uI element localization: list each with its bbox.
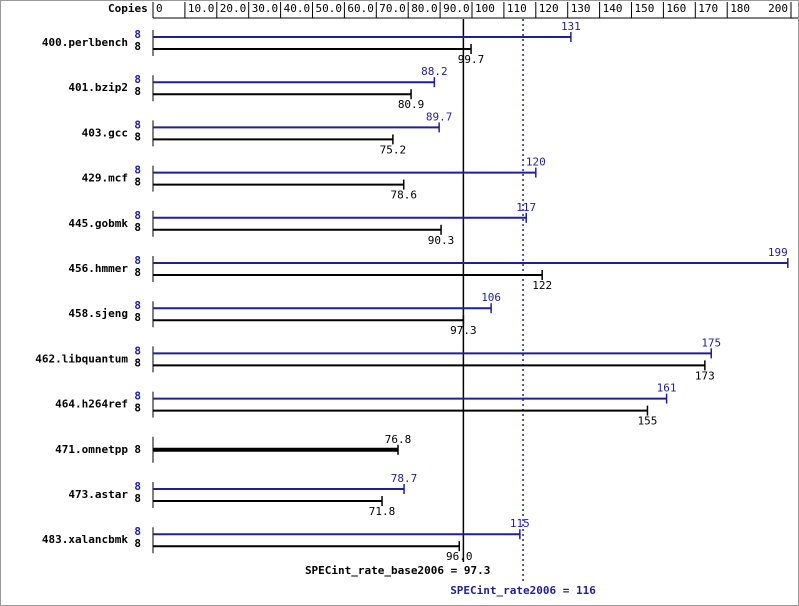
x-tick-label: 60.0: [347, 2, 374, 15]
copies: 8: [134, 266, 141, 279]
x-tick-label: 120: [539, 2, 559, 15]
benchmark-name: 464.h264ref: [55, 398, 128, 411]
x-tick-label: 30.0: [252, 2, 279, 15]
benchmark-name: 445.gobmk: [68, 217, 128, 230]
value-label: 71.8: [369, 505, 396, 518]
benchmark-name: 400.perlbench: [42, 36, 128, 49]
copies: 8: [134, 130, 141, 143]
copies: 8: [134, 254, 141, 267]
copies: 8: [134, 402, 141, 415]
copies: 8: [134, 344, 141, 357]
value-label: 89.7: [426, 110, 453, 123]
copies: 8: [134, 390, 141, 403]
value-label: 75.2: [380, 143, 407, 156]
value-label: 76.8: [385, 433, 412, 446]
value-label: 96.0: [446, 550, 473, 563]
x-tick-label: 0: [156, 2, 163, 15]
value-label: 78.6: [390, 189, 417, 202]
value-label: 175: [701, 336, 721, 349]
benchmark-name: 473.astar: [68, 488, 128, 501]
value-label: 106: [481, 291, 501, 304]
benchmark-name: 458.sjeng: [68, 307, 128, 320]
benchmark-name: 456.hmmer: [68, 262, 128, 275]
value-label: 90.3: [428, 234, 455, 247]
copies: 8: [134, 85, 141, 98]
copies: 8: [134, 525, 141, 538]
copies: 8: [134, 443, 141, 456]
copies: 8: [134, 492, 141, 505]
copies: 8: [134, 480, 141, 493]
copies: 8: [134, 221, 141, 234]
benchmark-name: 471.omnetpp: [55, 443, 128, 456]
x-tick-label: 150: [635, 2, 655, 15]
x-tick-label: 40.0: [284, 2, 311, 15]
x-tick-label: 100: [475, 2, 495, 15]
copies: 8: [134, 209, 141, 222]
x-tick-label: 140: [603, 2, 623, 15]
copies: 8: [134, 73, 141, 86]
copies: 8: [134, 28, 141, 41]
x-tick-label: 200: [768, 2, 788, 15]
x-tick-label: 170: [698, 2, 718, 15]
benchmark-name: 429.mcf: [82, 172, 128, 185]
value-label: 88.2: [421, 65, 448, 78]
value-label: 122: [532, 279, 552, 292]
value-label: 161: [657, 382, 677, 395]
x-tick-label: 160: [666, 2, 686, 15]
x-tick-label: 130: [571, 2, 591, 15]
value-label: 199: [768, 246, 788, 259]
x-tick-label: 110: [507, 2, 527, 15]
benchmark-name: 403.gcc: [82, 126, 128, 139]
value-label: 99.7: [458, 53, 485, 66]
x-tick-label: 10.0: [188, 2, 215, 15]
x-tick-label: 180: [730, 2, 750, 15]
copies: 8: [134, 311, 141, 324]
benchmark-name: 483.xalancbmk: [42, 533, 128, 546]
value-label: 173: [695, 369, 715, 382]
value-label: 78.7: [391, 472, 418, 485]
reference-label: SPECint_rate_base2006 = 97.3: [305, 564, 490, 577]
benchmark-name: 401.bzip2: [68, 81, 128, 94]
value-label: 80.9: [398, 98, 425, 111]
copies: 8: [134, 537, 141, 550]
x-tick-label: 20.0: [220, 2, 247, 15]
copies: 8: [134, 299, 141, 312]
x-tick-label: 50.0: [316, 2, 343, 15]
reference-label: SPECint_rate2006 = 116: [450, 584, 596, 597]
copies: 8: [134, 176, 141, 189]
value-label: 115: [510, 517, 530, 530]
value-label: 131: [561, 20, 581, 33]
copies: 8: [134, 40, 141, 53]
copies: 8: [134, 164, 141, 177]
value-label: 120: [526, 156, 546, 169]
value-label: 155: [638, 415, 658, 428]
value-label: 97.3: [450, 324, 477, 337]
x-tick-label: 80.0: [411, 2, 438, 15]
axis-title: Copies: [108, 2, 148, 15]
x-tick-label: 70.0: [379, 2, 406, 15]
copies: 8: [134, 118, 141, 131]
benchmark-name: 462.libquantum: [35, 352, 128, 365]
value-label: 117: [516, 201, 536, 214]
x-tick-label: 90.0: [443, 2, 470, 15]
copies: 8: [134, 356, 141, 369]
